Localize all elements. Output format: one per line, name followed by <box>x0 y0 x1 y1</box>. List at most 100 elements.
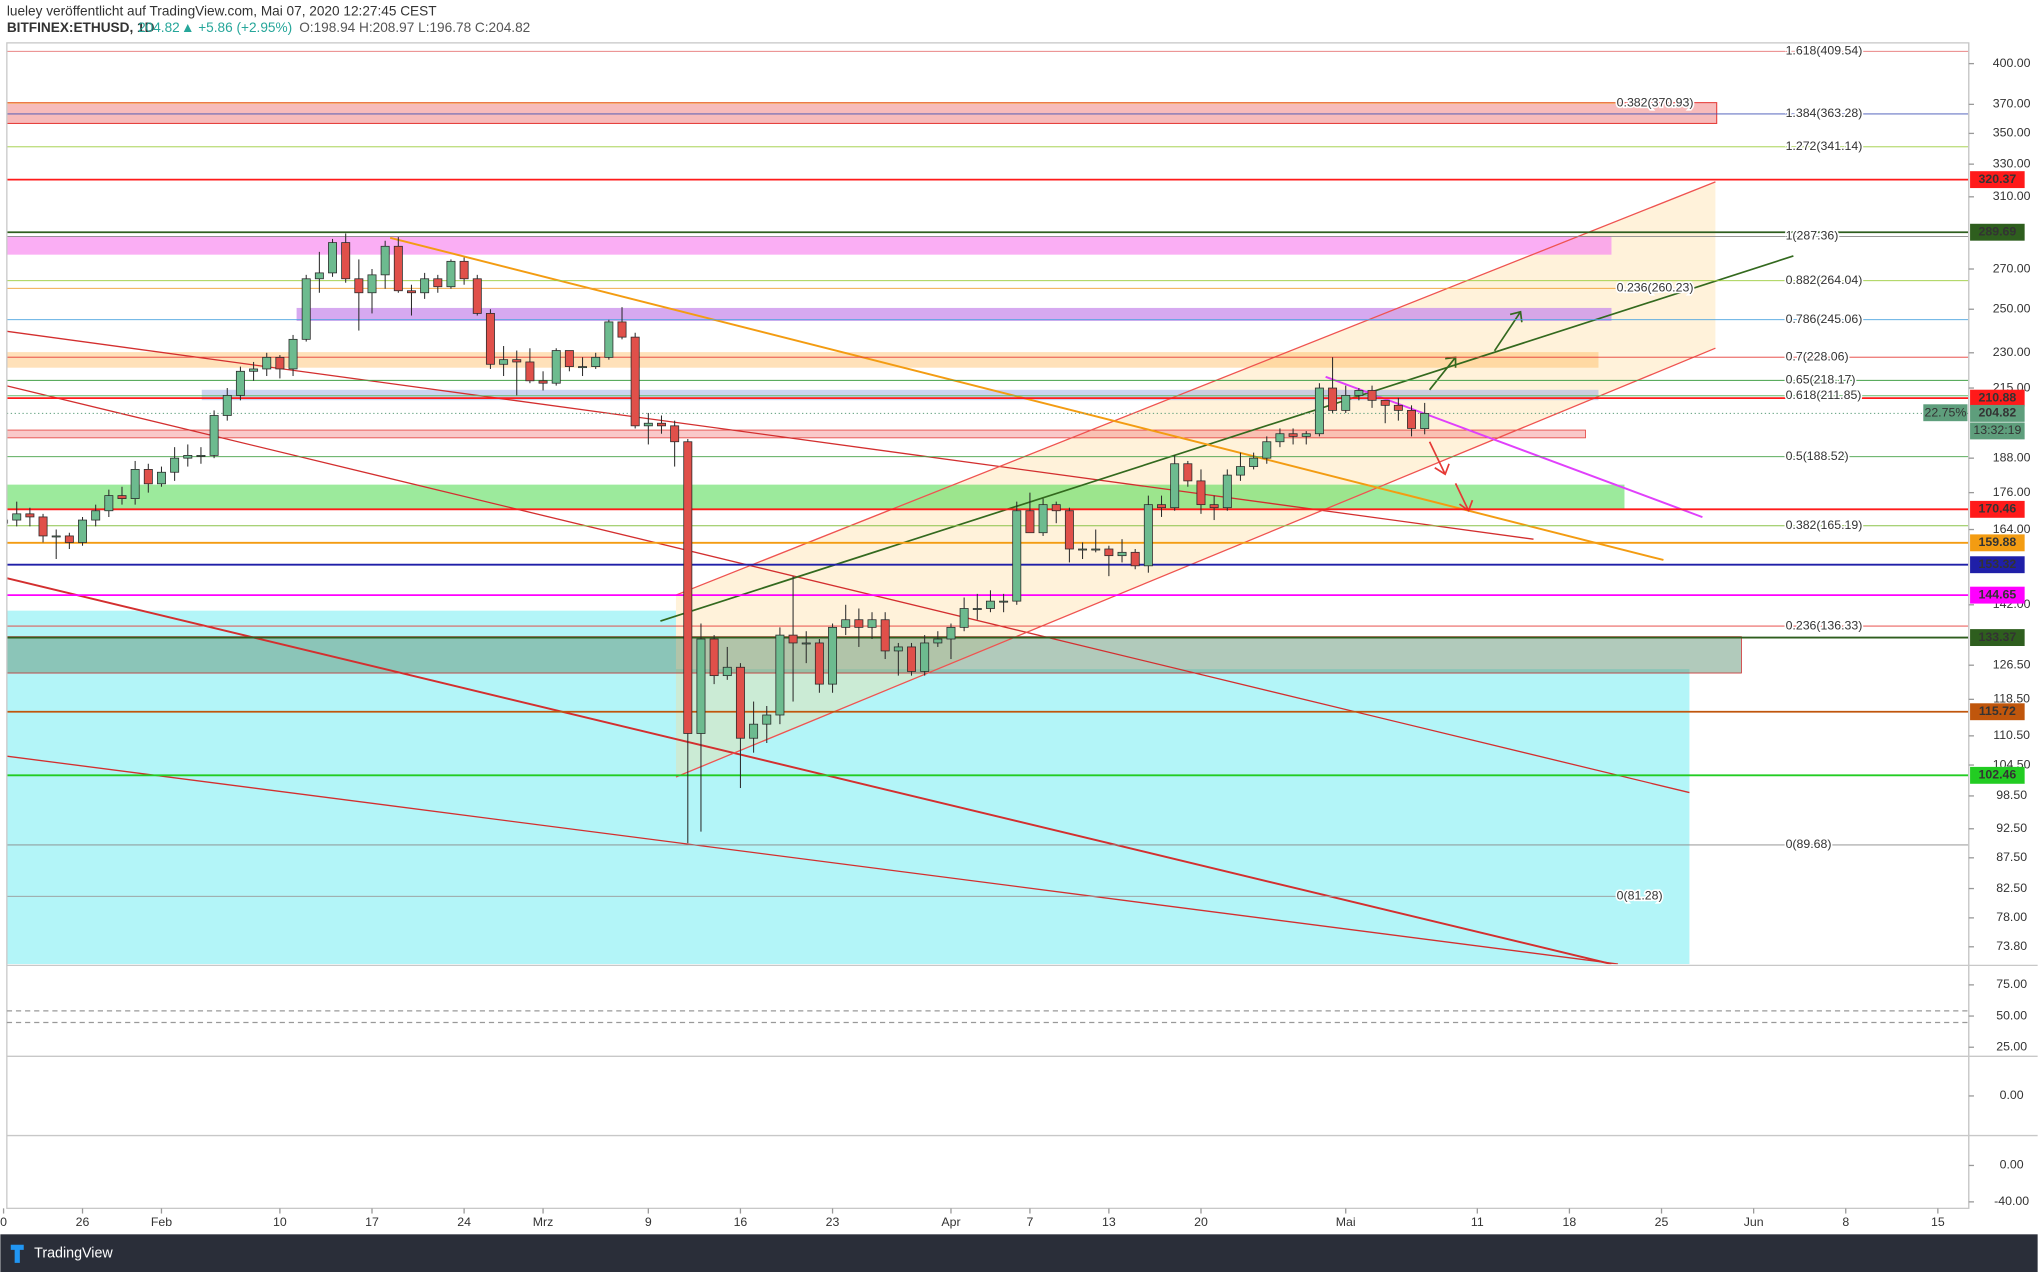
candle-body <box>1012 510 1022 602</box>
candle-body <box>814 642 824 685</box>
candle-body <box>446 260 456 288</box>
x-tick-label: 15 <box>1931 1215 1945 1229</box>
y-tick-label: 176.00 <box>1993 485 2031 499</box>
trendline <box>6 330 1534 540</box>
price-badge <box>1970 404 2025 422</box>
candle-body <box>920 642 930 672</box>
candle-body <box>25 513 35 518</box>
fib-label: 0.882(264.04) <box>1786 273 1863 287</box>
y-tick-label: 330.00 <box>1993 156 2031 170</box>
fib-label: 0.236(260.23) <box>1617 281 1694 295</box>
x-tick-label: Feb <box>151 1215 172 1229</box>
candle-body <box>235 370 245 396</box>
candle-body <box>999 600 1009 603</box>
candle-body <box>1170 463 1180 509</box>
candle-body <box>1407 409 1416 429</box>
fib-label: 0.236(136.33) <box>1786 618 1863 632</box>
candle-body <box>170 457 180 473</box>
y-tick-label: 73.80 <box>1996 939 2027 953</box>
candle-body <box>538 380 548 384</box>
candle-body <box>683 441 693 734</box>
x-tick-label: 0 <box>0 1215 7 1229</box>
candle-body <box>933 638 943 644</box>
candle-body <box>143 469 153 485</box>
candle-body <box>551 350 561 384</box>
candle-body <box>775 634 785 716</box>
price-badge-label: 153.32 <box>1979 557 2017 571</box>
trendline <box>6 385 1690 794</box>
candle-body <box>51 535 61 538</box>
price-badge <box>1970 629 2025 647</box>
y-tick-label: 87.50 <box>1996 850 2027 864</box>
candle-body <box>709 638 719 677</box>
x-tick-label: 7 <box>1026 1215 1033 1229</box>
candle-body <box>222 394 232 416</box>
trendline <box>675 181 1716 596</box>
candle-body <box>893 646 903 652</box>
y-tick-label: 310.00 <box>1993 189 2031 203</box>
candle-body <box>617 321 627 338</box>
fib-label: 1(287.36) <box>1786 229 1839 243</box>
candle-body <box>1235 466 1245 476</box>
trendline <box>6 577 1612 965</box>
price-badge <box>1970 586 2025 604</box>
pane-tick-label: -40.00 <box>1994 1194 2029 1208</box>
candle-body <box>1157 504 1166 509</box>
candle-body <box>38 516 48 537</box>
zone <box>675 669 1690 965</box>
candle-body <box>867 619 877 628</box>
x-tick-label: 23 <box>826 1215 840 1229</box>
candle-body <box>485 313 495 365</box>
candle-body <box>1064 510 1074 550</box>
y-tick-label: 82.50 <box>1996 881 2027 895</box>
candle-body <box>946 626 956 640</box>
candle-body <box>1341 394 1351 411</box>
candle-body <box>670 425 680 443</box>
y-tick-label: 98.50 <box>1996 788 2027 802</box>
fib-label: 0.618(211.85) <box>1786 388 1862 402</box>
candle-body <box>1288 433 1298 437</box>
candle-body <box>380 245 390 276</box>
candle-body <box>1143 504 1153 567</box>
ohlc: O:198.94 H:208.97 L:196.78 C:204.82 <box>299 20 530 35</box>
candle-body <box>262 356 272 370</box>
candle-body <box>1354 390 1364 396</box>
candle-body <box>433 278 443 288</box>
zone <box>6 429 1586 439</box>
price-badge-label: 159.88 <box>1979 535 2017 549</box>
x-tick-label: Mai <box>1336 1215 1356 1229</box>
fib-label: 1.618(409.54) <box>1786 44 1863 58</box>
x-tick-label: 18 <box>1563 1215 1577 1229</box>
candle-body <box>459 260 469 280</box>
footer-bar <box>0 1234 2038 1272</box>
candle-body <box>1275 433 1285 443</box>
candle-body <box>78 519 87 543</box>
x-tick-label: 17 <box>365 1215 379 1229</box>
candle-body <box>1025 510 1035 534</box>
footer-brand: TradingView <box>34 1246 113 1262</box>
price-badge <box>1970 500 2025 518</box>
y-tick-label: 78.00 <box>1996 910 2027 924</box>
price-badge <box>1970 389 2025 407</box>
candle-body <box>880 619 890 652</box>
candle-body <box>841 619 851 628</box>
y-tick-label: 110.50 <box>1993 728 2030 742</box>
candle-body <box>1301 433 1311 437</box>
candle-body <box>1209 504 1219 509</box>
wedge <box>675 181 1716 777</box>
x-tick-label: 10 <box>273 1215 287 1229</box>
zone <box>296 307 1612 321</box>
candle-body <box>630 336 640 427</box>
x-tick-label: 20 <box>1194 1215 1208 1229</box>
drawings <box>6 102 1794 965</box>
candle-body <box>341 242 351 280</box>
candle-body <box>762 714 772 725</box>
trendline <box>660 255 1794 622</box>
pane-tick-label: 50.00 <box>1996 1008 2027 1022</box>
candle-body <box>420 278 430 294</box>
candle-body <box>828 626 838 685</box>
price-badge <box>1970 556 2025 574</box>
candle-body <box>959 608 969 628</box>
price-badge-label: 170.46 <box>1979 502 2017 516</box>
pane-tick-label: 25.00 <box>1996 1039 2027 1053</box>
